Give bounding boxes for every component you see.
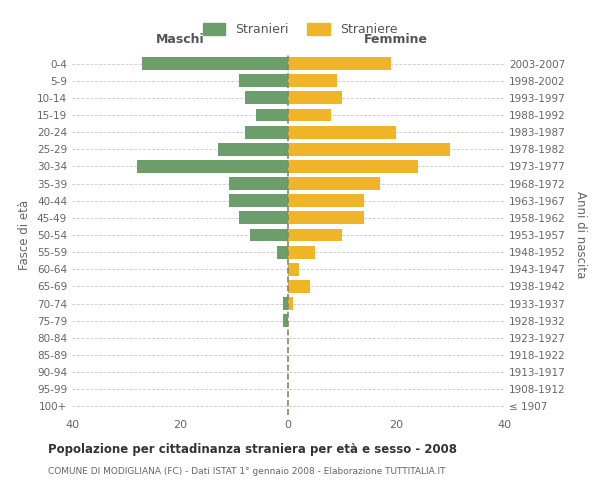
Bar <box>218 143 288 156</box>
Text: Popolazione per cittadinanza straniera per età e sesso - 2008: Popolazione per cittadinanza straniera p… <box>48 442 457 456</box>
Bar <box>288 212 364 224</box>
Bar <box>288 74 337 87</box>
Bar <box>288 160 418 173</box>
Bar <box>250 228 288 241</box>
Y-axis label: Fasce di età: Fasce di età <box>19 200 31 270</box>
Legend: Stranieri, Straniere: Stranieri, Straniere <box>196 16 404 42</box>
Bar <box>288 92 342 104</box>
Bar <box>239 212 288 224</box>
Bar <box>288 246 315 258</box>
Bar <box>245 126 288 138</box>
Text: COMUNE DI MODIGLIANA (FC) - Dati ISTAT 1° gennaio 2008 - Elaborazione TUTTITALIA: COMUNE DI MODIGLIANA (FC) - Dati ISTAT 1… <box>48 468 445 476</box>
Bar <box>288 126 396 138</box>
Bar <box>288 108 331 122</box>
Bar <box>288 280 310 293</box>
Text: Maschi: Maschi <box>155 34 205 46</box>
Bar <box>288 263 299 276</box>
Bar <box>288 228 342 241</box>
Bar <box>239 74 288 87</box>
Bar <box>288 57 391 70</box>
Bar <box>142 57 288 70</box>
Bar <box>288 177 380 190</box>
Bar <box>245 92 288 104</box>
Bar <box>283 297 288 310</box>
Bar <box>288 194 364 207</box>
Bar <box>288 143 450 156</box>
Bar <box>283 314 288 327</box>
Bar <box>229 177 288 190</box>
Bar <box>277 246 288 258</box>
Bar <box>137 160 288 173</box>
Bar <box>229 194 288 207</box>
Bar <box>256 108 288 122</box>
Y-axis label: Anni di nascita: Anni di nascita <box>574 192 587 278</box>
Text: Femmine: Femmine <box>364 34 428 46</box>
Bar <box>288 297 293 310</box>
